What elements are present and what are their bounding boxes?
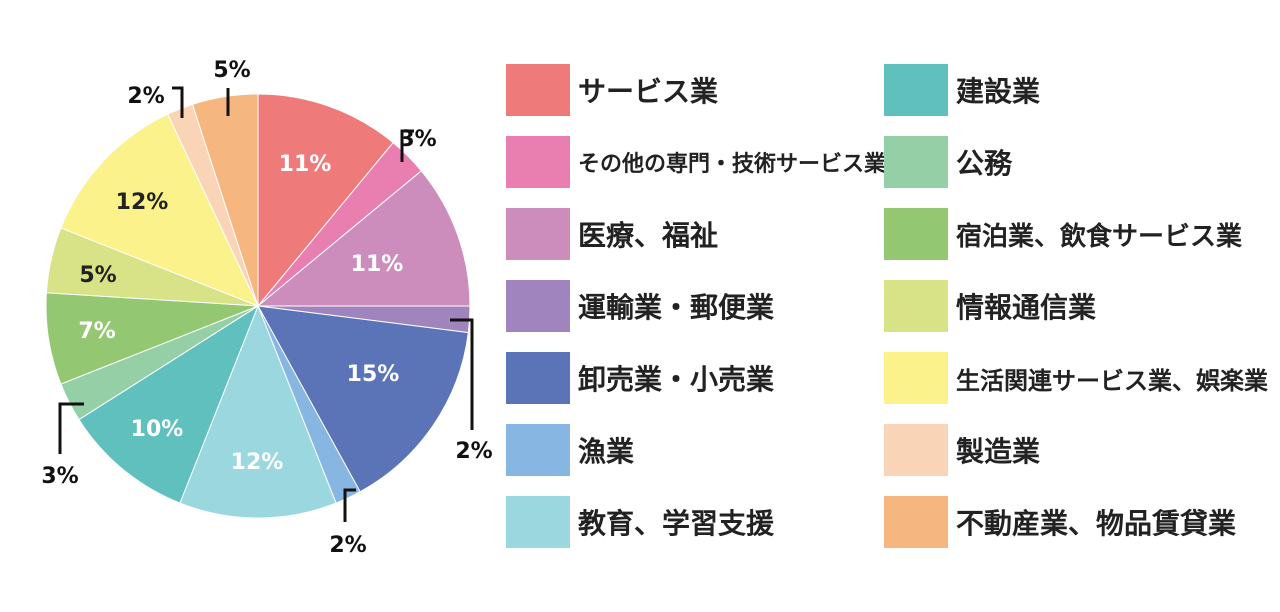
slice-percent-label: 11% — [279, 152, 332, 177]
legend-label: 医療、福祉 — [578, 219, 719, 252]
pie-chart: 11% 3% 11% 2% 15% 2% 12% 10% 3% 7% 5% 12% 2% 5% — [41, 58, 492, 558]
legend-item: 漁業 — [506, 424, 634, 476]
legend-swatch — [506, 280, 570, 332]
slice-percent-label: 2% — [329, 533, 366, 558]
pie-slice — [191, 93, 259, 307]
legend-label: 製造業 — [956, 435, 1041, 468]
pie-slice — [60, 113, 259, 307]
legend-label: 不動産業、物品賃貸業 — [956, 507, 1237, 540]
slice-percent-label: 7% — [78, 319, 115, 344]
legend-swatch — [506, 424, 570, 476]
slice-percent-label: 3% — [41, 464, 78, 489]
leader-line — [58, 402, 84, 454]
legend-item: 生活関連サービス業、娯楽業 — [884, 352, 1268, 404]
legend-item: 卸売業・小売業 — [506, 352, 774, 404]
slice-percent-label: 12% — [116, 190, 169, 215]
legend-item: サービス業 — [506, 64, 718, 116]
legend-swatch — [884, 136, 948, 188]
legend-swatch — [884, 352, 948, 404]
legend-item: 宿泊業、飲食サービス業 — [884, 208, 1242, 260]
legend-swatch — [884, 496, 948, 548]
legend-label: 建設業 — [956, 75, 1041, 108]
leader-line — [343, 488, 356, 522]
legend-item: 不動産業、物品賃貸業 — [884, 496, 1236, 548]
legend-swatch — [506, 136, 570, 188]
legend-item: 建設業 — [884, 64, 1040, 116]
legend-label: 漁業 — [578, 435, 635, 468]
slice-percent-label: 12% — [231, 450, 284, 475]
legend-label: 公務 — [956, 147, 1013, 180]
legend-item: 運輸業・郵便業 — [506, 280, 774, 332]
legend-item: 医療、福祉 — [506, 208, 718, 260]
legend-label: サービス業 — [578, 75, 719, 108]
legend-swatch — [884, 280, 948, 332]
slice-percent-label: 11% — [351, 252, 404, 277]
legend-swatch — [884, 208, 948, 260]
legend-swatch — [506, 352, 570, 404]
slice-percent-label: 5% — [213, 58, 250, 83]
legend-item: その他の専門・技術サービス業 — [506, 136, 886, 188]
pie-slice — [256, 170, 471, 307]
pie-slice — [257, 305, 469, 493]
pie-slice — [179, 304, 337, 519]
slice-percent-label: 5% — [79, 263, 116, 288]
slice-percent-label: 10% — [131, 417, 184, 442]
legend-label: その他の専門・技術サービス業 — [578, 152, 887, 177]
legend-item: 教育、学習支援 — [506, 496, 774, 548]
slice-percent-label: 2% — [455, 439, 492, 464]
chart-legend: サービス業その他の専門・技術サービス業医療、福祉運輸業・郵便業 卸売業・小売業 漁業… — [506, 64, 1268, 556]
legend-swatch — [506, 496, 570, 548]
leader-line — [450, 318, 474, 430]
pie-slice — [78, 304, 260, 504]
slice-percent-label: 15% — [347, 362, 400, 387]
legend-label: 情報通信業 — [956, 291, 1097, 324]
slice-percent-label: 3% — [399, 127, 436, 152]
legend-label: 宿泊業、飲食サービス業 — [956, 221, 1243, 252]
legend-swatch — [884, 64, 948, 116]
legend-swatch — [506, 64, 570, 116]
legend-item: 製造業 — [884, 424, 1040, 476]
pie-slice — [257, 93, 394, 308]
leader-line — [400, 129, 414, 162]
legend-item: 情報通信業 — [884, 280, 1096, 332]
legend-item: 公務 — [884, 136, 1012, 188]
slice-percent-label: 2% — [127, 84, 164, 109]
legend-swatch — [884, 424, 948, 476]
leader-line — [172, 86, 184, 118]
legend-swatch — [506, 208, 570, 260]
legend-label: 生活関連サービス業、娯楽業 — [956, 366, 1268, 395]
legend-label: 教育、学習支援 — [578, 507, 775, 540]
legend-label: 運輸業・郵便業 — [578, 291, 775, 324]
legend-label: 卸売業・小売業 — [578, 363, 775, 396]
